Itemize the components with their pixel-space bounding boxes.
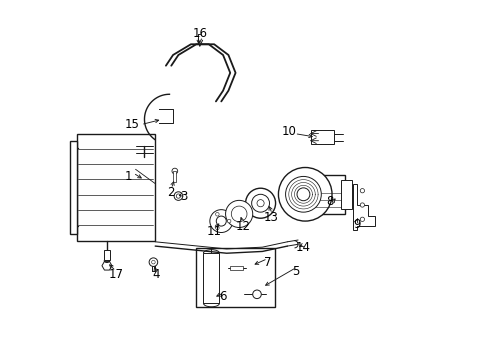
Bar [203,253,219,303]
Bar [173,171,176,182]
Circle shape [209,210,232,233]
Bar [196,248,274,307]
Text: 9: 9 [352,218,360,231]
Text: 13: 13 [264,211,278,224]
Circle shape [215,226,219,230]
Circle shape [251,194,269,212]
Bar [104,249,110,260]
Bar [230,266,242,270]
Text: 2: 2 [167,186,175,199]
Text: 10: 10 [281,125,296,138]
Text: 5: 5 [292,265,299,278]
Polygon shape [353,184,374,230]
Text: 7: 7 [264,256,271,269]
Text: 4: 4 [152,268,160,281]
Circle shape [360,217,364,221]
Circle shape [149,258,157,266]
Text: 8: 8 [326,195,333,208]
Circle shape [285,176,321,212]
Circle shape [215,212,219,216]
Text: 17: 17 [108,268,123,281]
Bar [312,175,344,214]
Text: 12: 12 [235,220,250,233]
Circle shape [360,189,364,193]
Text: 14: 14 [295,241,310,255]
Circle shape [225,201,252,228]
Circle shape [245,188,275,218]
Circle shape [174,192,183,201]
Circle shape [278,167,331,221]
Circle shape [252,290,261,298]
Text: 3: 3 [180,190,187,203]
Bar [77,134,155,241]
Circle shape [216,216,226,226]
Circle shape [151,260,155,264]
Circle shape [176,194,180,198]
Circle shape [231,206,246,222]
Circle shape [172,168,177,174]
Text: 1: 1 [124,170,132,183]
Circle shape [360,203,364,207]
Bar [340,180,351,208]
Text: 15: 15 [124,118,139,131]
Circle shape [227,219,230,223]
Bar [70,141,77,234]
Text: 16: 16 [192,27,207,40]
Bar [310,130,333,144]
Text: 6: 6 [219,289,226,303]
Circle shape [296,188,309,201]
Circle shape [257,200,264,207]
Text: 11: 11 [206,225,221,238]
